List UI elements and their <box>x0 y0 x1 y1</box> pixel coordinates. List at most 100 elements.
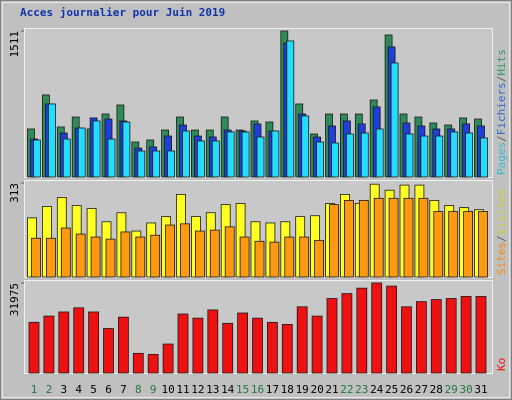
bar <box>418 197 429 278</box>
bar <box>180 223 190 278</box>
x-tick-label: 15 <box>236 383 249 396</box>
legend-separator: / <box>495 76 508 83</box>
bar <box>46 237 56 278</box>
legend-separator: / <box>495 135 508 142</box>
bar <box>460 296 472 374</box>
bar <box>430 299 442 374</box>
bar <box>239 236 250 278</box>
y-tick-label: 313 <box>8 183 21 203</box>
bar <box>162 343 174 374</box>
x-tick-label: 3 <box>60 383 67 396</box>
bar <box>62 138 71 178</box>
bar <box>73 307 85 374</box>
bar <box>463 211 474 278</box>
bar <box>281 323 293 374</box>
x-tick-label: 31 <box>474 383 487 396</box>
x-tick-label: 17 <box>266 383 279 396</box>
x-tick-label: 26 <box>400 383 413 396</box>
x-tick-label: 30 <box>459 383 472 396</box>
bar <box>48 103 56 178</box>
bar <box>135 236 146 278</box>
bar <box>211 140 220 178</box>
bar <box>448 211 459 278</box>
bar <box>375 128 384 178</box>
bar <box>31 237 41 278</box>
bar <box>326 298 338 374</box>
bar <box>390 62 399 178</box>
x-tick-label: 18 <box>281 383 294 396</box>
bar <box>388 197 399 278</box>
x-tick-label: 4 <box>75 383 82 396</box>
bar <box>433 211 444 278</box>
x-tick-label: 10 <box>161 383 174 396</box>
bar <box>241 131 250 178</box>
x-tick-label: 7 <box>120 383 127 396</box>
bar <box>415 301 427 374</box>
bar <box>329 204 339 278</box>
bar <box>284 236 295 278</box>
x-tick-label: 27 <box>415 383 428 396</box>
x-tick-label: 6 <box>105 383 112 396</box>
bar <box>420 135 429 178</box>
x-tick-label: 25 <box>385 383 398 396</box>
x-tick-label: 28 <box>430 383 443 396</box>
bar <box>271 130 280 178</box>
bar <box>286 40 295 178</box>
bar <box>435 135 444 178</box>
x-tick-label: 12 <box>191 383 204 396</box>
bar <box>207 309 219 374</box>
x-tick-label: 22 <box>340 383 353 396</box>
bar <box>299 236 310 278</box>
bar <box>28 321 40 374</box>
bar <box>341 293 353 374</box>
bar <box>405 133 414 178</box>
bar <box>107 138 116 178</box>
bar <box>266 321 278 374</box>
y-tick-label: 1511 <box>8 31 21 58</box>
bar <box>331 142 339 178</box>
bar <box>90 236 101 278</box>
bar <box>358 200 369 278</box>
bar <box>77 127 86 178</box>
bar <box>137 150 146 178</box>
bar <box>58 311 70 374</box>
bar <box>316 141 325 178</box>
bar <box>43 315 55 374</box>
legend-entry: Fichiers <box>495 82 508 135</box>
bar <box>147 353 159 374</box>
bar <box>237 312 249 374</box>
x-tick-label: 23 <box>355 383 368 396</box>
legend-entry: Ko <box>495 358 508 371</box>
bar <box>118 316 129 374</box>
x-tick-label: 5 <box>90 383 97 396</box>
bar <box>194 230 205 278</box>
bar <box>222 322 234 374</box>
x-tick-label: 8 <box>135 383 142 396</box>
x-tick-label: 19 <box>296 383 309 396</box>
bar <box>122 121 131 178</box>
legend-entry: Pages <box>495 142 508 175</box>
x-tick-label: 2 <box>46 383 53 396</box>
bar <box>92 120 101 178</box>
bar <box>196 140 205 178</box>
bar <box>480 137 488 178</box>
bar <box>343 200 354 278</box>
bar <box>177 313 189 374</box>
legend-entry: Hits <box>495 49 508 76</box>
x-tick-label: 11 <box>176 383 189 396</box>
bar <box>386 285 398 374</box>
bar <box>224 226 235 278</box>
bar <box>360 132 369 178</box>
x-tick-label: 20 <box>310 383 323 396</box>
bar <box>150 234 161 278</box>
x-tick-label: 1 <box>31 383 38 396</box>
bar <box>373 197 384 278</box>
bar <box>152 150 161 178</box>
bar <box>465 132 474 178</box>
x-tick-label: 14 <box>221 383 235 396</box>
bar <box>478 211 488 278</box>
bar <box>445 298 457 374</box>
bar <box>182 130 190 178</box>
bar <box>269 241 280 278</box>
